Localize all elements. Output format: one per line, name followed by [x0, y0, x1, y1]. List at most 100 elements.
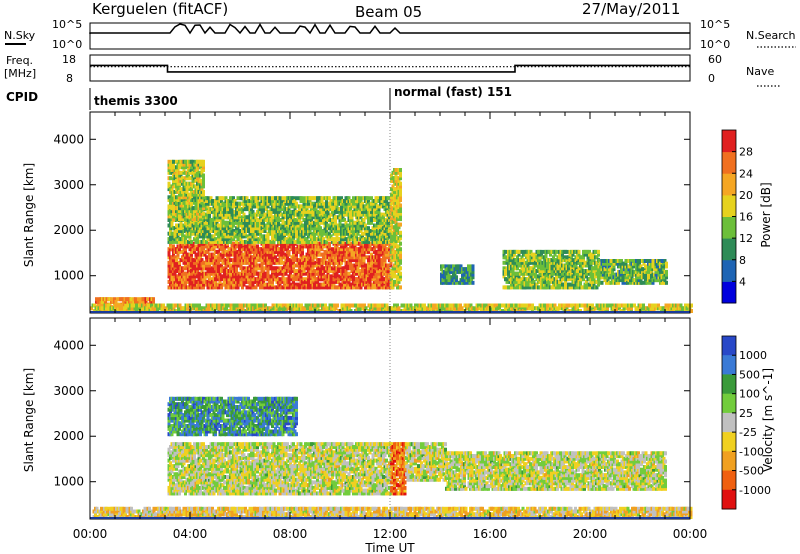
power-cell	[293, 199, 297, 203]
power-cell	[244, 255, 247, 260]
power-cell	[266, 201, 270, 206]
power-cell	[337, 209, 340, 214]
power-cell	[209, 218, 213, 222]
power-cell	[224, 196, 228, 201]
power-cell	[462, 278, 466, 283]
power-cell	[250, 199, 253, 203]
power-cell	[305, 252, 309, 257]
power-cell	[275, 260, 279, 265]
power-cell	[197, 244, 201, 249]
power-cell	[242, 266, 246, 271]
power-cell	[355, 239, 358, 244]
power-cell	[561, 269, 564, 273]
power-cell	[200, 170, 204, 175]
power-cell	[550, 274, 554, 279]
power-cell	[238, 204, 241, 209]
power-cell	[184, 203, 187, 208]
power-cell	[181, 234, 184, 239]
power-cell	[355, 234, 358, 239]
power-cell	[567, 255, 570, 260]
power-cell	[359, 285, 363, 290]
power-cell	[440, 267, 443, 272]
power-cell	[399, 198, 402, 202]
power-cell	[365, 274, 369, 279]
power-cell	[371, 266, 375, 271]
power-cell	[468, 269, 472, 274]
power-cell	[322, 237, 325, 242]
power-cell	[202, 237, 205, 242]
power-cell	[374, 237, 378, 242]
power-data-region	[440, 264, 475, 285]
power-cell	[194, 244, 198, 249]
power-cell	[326, 212, 330, 217]
power-cell	[322, 285, 325, 290]
power-cell	[301, 247, 304, 252]
power-cell	[236, 196, 240, 201]
power-cell	[311, 258, 315, 263]
power-cell	[390, 252, 393, 257]
power-cell	[190, 189, 193, 194]
power-cell	[233, 260, 237, 265]
power-cell	[364, 271, 367, 276]
power-cell	[200, 187, 204, 192]
power-cell	[374, 252, 378, 257]
power-cell	[582, 258, 585, 263]
power-cell	[184, 279, 187, 284]
power-cell	[310, 274, 313, 279]
power-cell	[172, 192, 175, 197]
power-cell	[346, 282, 349, 287]
power-cell	[388, 234, 391, 239]
power-cell	[359, 223, 363, 228]
power-cell	[251, 201, 255, 206]
power-cell	[254, 279, 258, 284]
power-cell	[370, 271, 373, 276]
power-cell	[286, 231, 289, 236]
power-cell	[556, 258, 560, 263]
power-cell	[319, 220, 322, 225]
power-cell	[254, 269, 258, 273]
power-cell	[202, 285, 205, 290]
freq-panel	[89, 54, 691, 82]
power-cell	[245, 285, 249, 290]
power-cell	[244, 201, 247, 206]
cpid-segment-1: themis 3300	[94, 94, 178, 108]
power-cell	[202, 181, 205, 186]
power-cell	[209, 244, 213, 249]
power-cell	[513, 285, 516, 290]
power-cell	[194, 184, 198, 189]
power-cell	[197, 176, 201, 181]
power-cell	[334, 231, 337, 236]
power-cell	[350, 255, 354, 260]
power-cell	[396, 217, 399, 222]
power-cell	[292, 277, 295, 282]
power-cell	[340, 277, 343, 282]
power-cell	[199, 165, 202, 170]
power-cell	[184, 247, 187, 252]
power-cell	[396, 187, 399, 192]
power-cell	[320, 199, 324, 203]
power-cell	[547, 279, 551, 284]
power-cell	[235, 269, 238, 273]
power-cell	[399, 274, 402, 279]
power-cell	[268, 220, 271, 225]
power-cell	[516, 285, 519, 290]
power-cell	[250, 207, 253, 212]
power-cell	[577, 252, 581, 257]
power-cell	[362, 220, 366, 225]
power-cell	[187, 220, 190, 225]
power-cell	[382, 215, 385, 220]
power-cell	[555, 249, 558, 254]
power-cell	[218, 234, 222, 239]
power-cell	[319, 285, 322, 290]
power-cell	[257, 277, 261, 282]
power-cell	[184, 217, 187, 222]
power-cell	[188, 218, 192, 222]
power-cell	[305, 258, 309, 263]
power-cell	[394, 170, 398, 175]
power-cell	[211, 207, 214, 212]
power-cell	[301, 266, 304, 271]
nsky-tick-bottom: 10^0	[52, 38, 82, 51]
power-cell	[367, 271, 370, 276]
power-cell	[179, 173, 183, 178]
